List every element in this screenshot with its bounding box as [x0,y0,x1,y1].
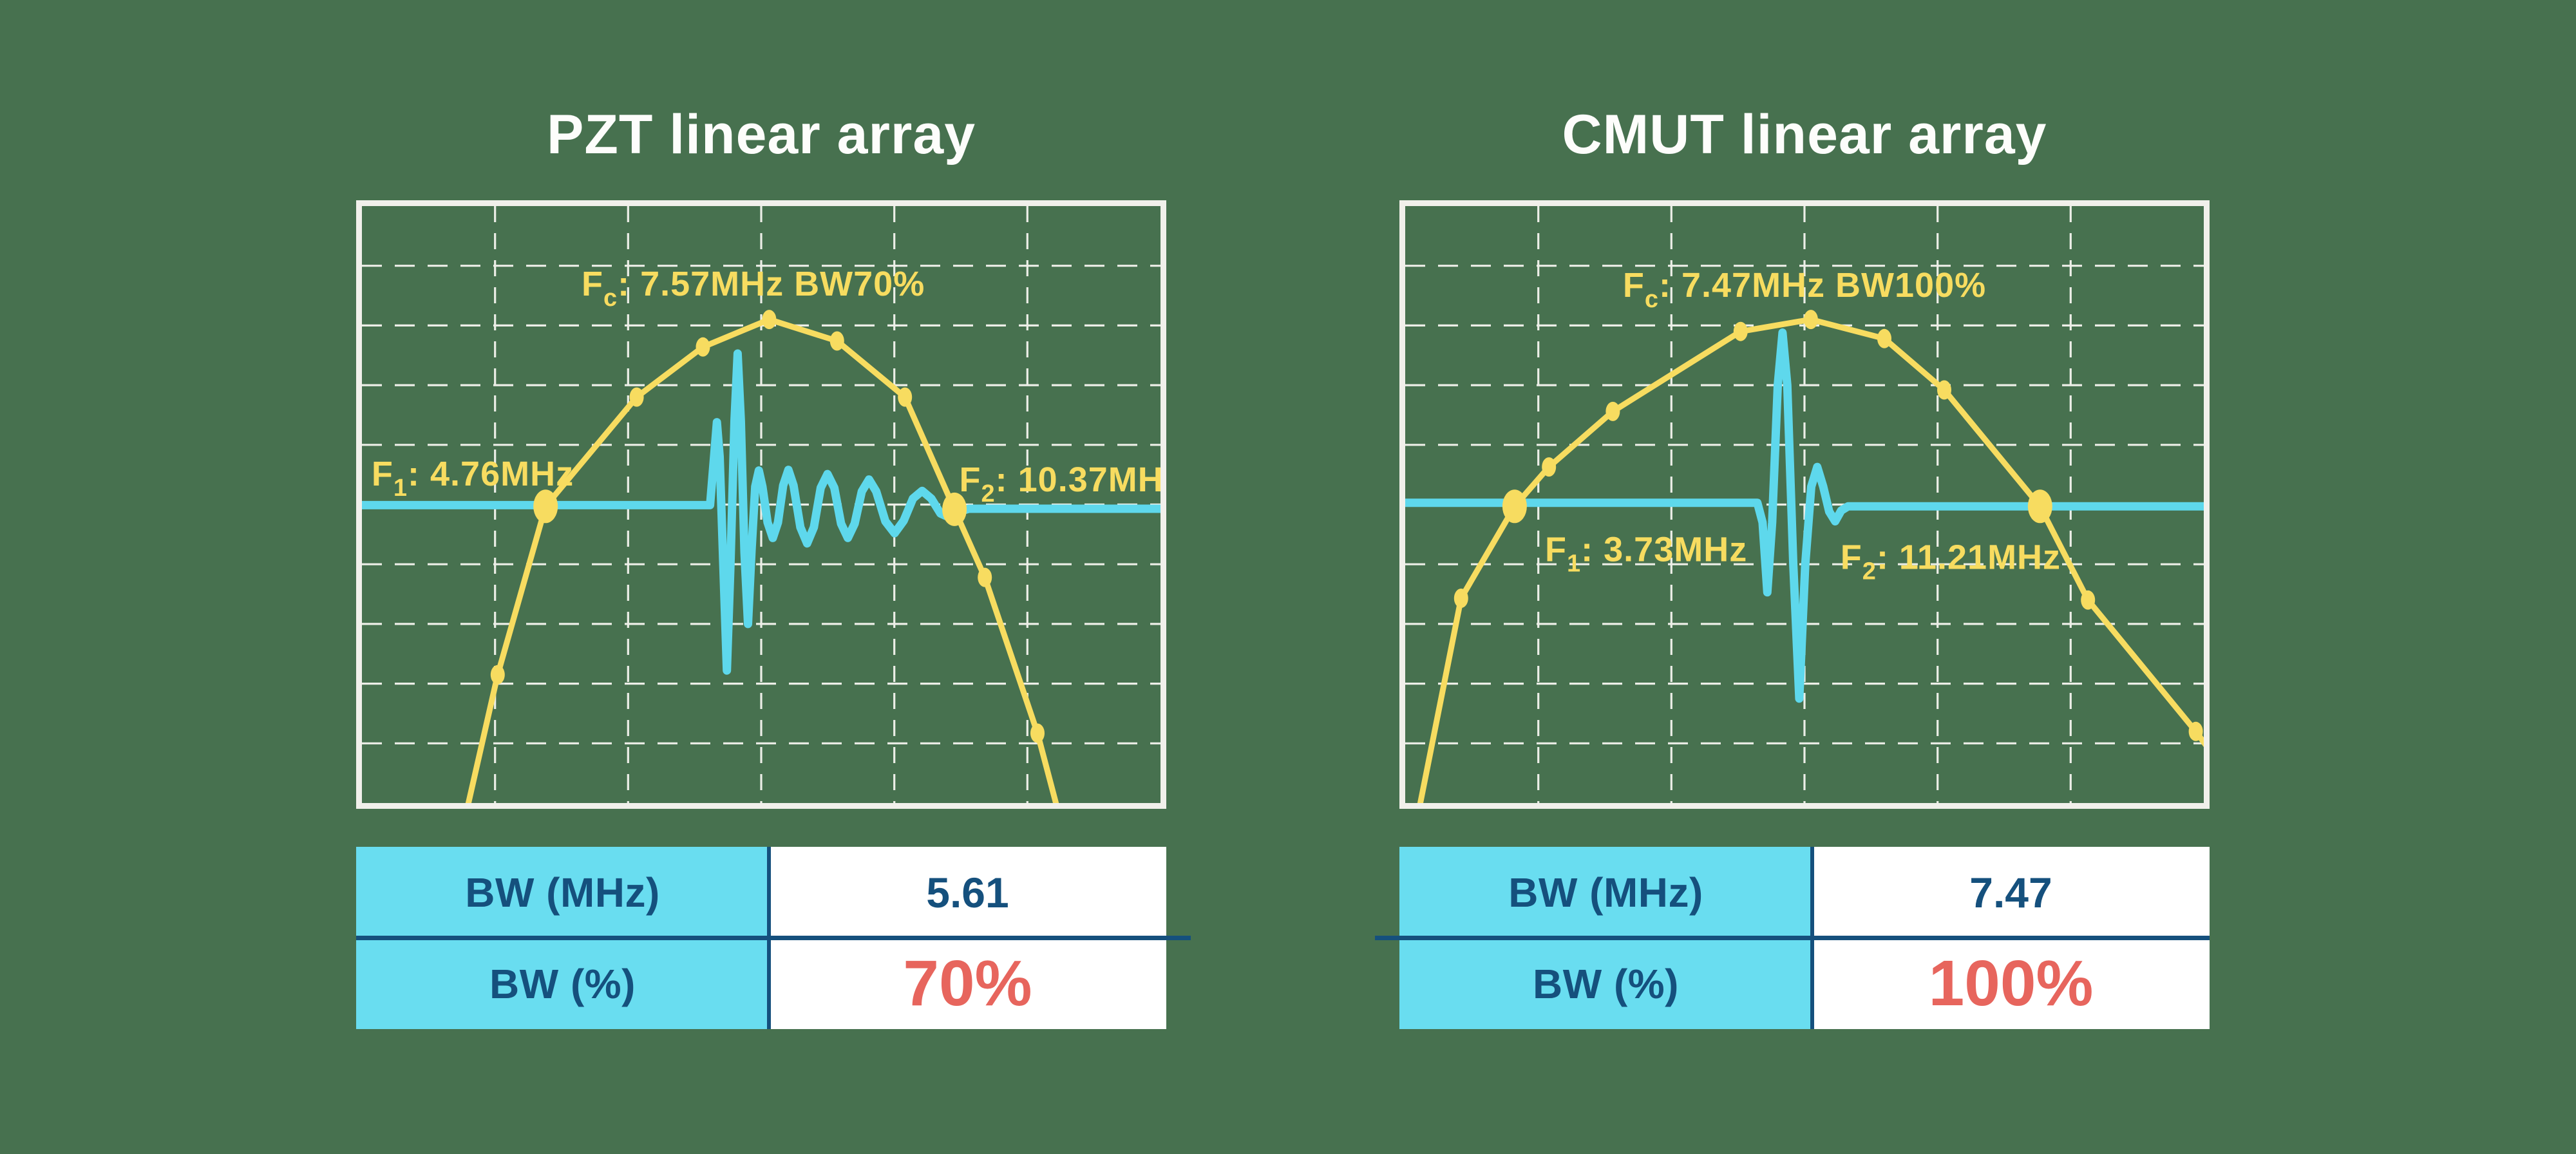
pzt-chart: Fc: 7.57MHz BW70% F1: 4.76MHz F2: 10.37MHz [356,200,1166,809]
curve-marker [762,310,777,330]
cmut-chart-svg: Fc: 7.47MHz BW100% F1: 3.73MHz F2: 11.21MH… [1405,206,2204,803]
pzt-chart-svg: Fc: 7.57MHz BW70% F1: 4.76MHz F2: 10.37MHz [362,206,1160,803]
fc-label: Fc: 7.47MHz BW100% [1623,266,1986,313]
curve-marker [2081,590,2096,610]
f1-label: F1: 4.76MHz [372,455,574,502]
curve-marker [1877,328,1891,348]
table-row: BW (%) 100% [1399,938,2210,1029]
f1-label: F1: 3.73MHz [1545,531,1747,578]
f2-label: F2: 11.21MHz [1841,538,2061,585]
curve-marker [1803,310,1818,330]
cmut-title: CMUT linear array [1562,104,2047,166]
pulse-waveform [362,349,1160,675]
table-row: BW (%) 70% [356,938,1166,1029]
f2-label: F2: 10.37MHz [960,460,1161,507]
response-curve [465,316,1059,803]
bw-pct-label: BW (%) [1399,938,1812,1029]
bw-mhz-label: BW (MHz) [356,847,769,938]
pzt-bw-table: BW (MHz) 5.61 BW (%) 70% [356,847,1191,1029]
bw-pct-value: 70% [769,938,1166,1029]
bw-pct-value: 100% [1812,938,2210,1029]
curve-markers [1454,310,2203,741]
bw-mhz-value: 7.47 [1812,847,2210,938]
curve-marker [1937,380,1951,400]
panel-cmut: CMUT linear array Fc: 7.47MHz BW100% F1: … [1375,0,2210,1154]
bw-pct-label: BW (%) [356,938,769,1029]
panel-pzt: PZT linear array Fc: 7.57MHz BW70% F1: 4.… [356,0,1191,1154]
cmut-bw-table: BW (MHz) 7.47 BW (%) 100% [1375,847,2210,1029]
curve-marker [829,331,844,351]
table-row-divider [356,936,1191,940]
curve-marker [978,567,992,587]
bandwidth-crossing-marker [533,489,558,524]
bandwidth-crossing-marker [942,492,967,526]
fc-label: Fc: 7.57MHz BW70% [582,265,925,312]
curve-marker [1733,321,1748,341]
curve-markers [490,310,1045,743]
bw-mhz-label: BW (MHz) [1399,847,1812,938]
bw-mhz-value: 5.61 [769,847,1166,938]
response-curve [1417,316,2204,803]
curve-marker [1542,457,1557,477]
curve-marker [629,387,644,407]
curve-marker [1605,401,1620,421]
table-row: BW (MHz) 5.61 [356,847,1166,938]
curve-marker [1454,589,1468,608]
bandwidth-crossing-marker [1502,489,1527,524]
pzt-title: PZT linear array [546,104,976,166]
table-row: BW (MHz) 7.47 [1399,847,2210,938]
curve-marker [696,337,710,357]
table-row-divider [1375,936,2210,940]
curve-marker [490,665,505,685]
cmut-chart: Fc: 7.47MHz BW100% F1: 3.73MHz F2: 11.21MH… [1399,200,2210,809]
curve-marker [1030,723,1045,743]
pulse-waveform [1405,328,2204,703]
grid [362,206,1160,803]
curve-marker [2188,721,2203,741]
curve-marker [898,387,913,407]
bandwidth-crossing-marker [2027,489,2052,524]
